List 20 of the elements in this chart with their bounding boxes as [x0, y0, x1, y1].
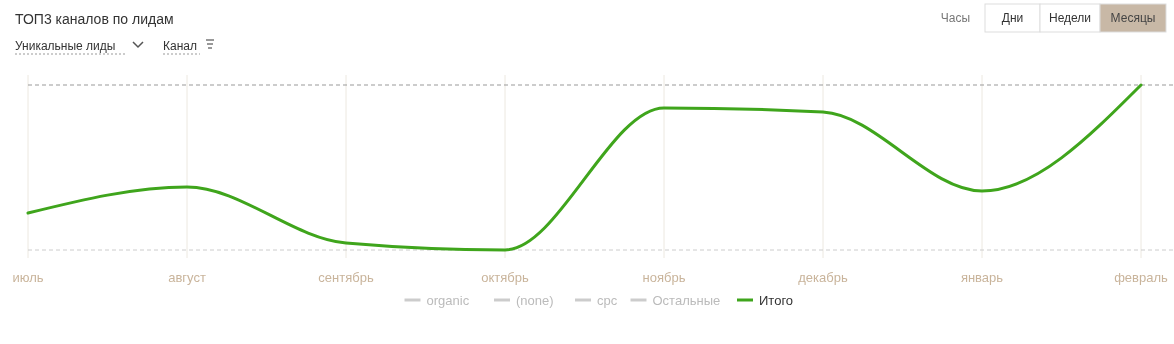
x-tick-label: сентябрь [318, 270, 374, 285]
legend-label: cpc [597, 293, 618, 308]
x-tick-label: январь [960, 270, 1004, 285]
x-tick-label: октябрь [481, 270, 529, 285]
text: Уникальные лиды [15, 39, 116, 53]
text: Недели [1048, 11, 1092, 25]
legend-label: Итого [759, 293, 794, 308]
legend-label: organic [426, 293, 470, 308]
text: Канал [163, 39, 197, 53]
x-tick-label: февраль [1114, 270, 1169, 285]
x-tick-label: декабрь [798, 270, 848, 285]
x-tick-label: ноябрь [642, 270, 686, 285]
text: Дни [1001, 11, 1024, 25]
chart-title: ТОП3 каналов по лидам [15, 11, 174, 27]
text: Часы [940, 11, 970, 25]
text: Месяцы [1110, 11, 1156, 25]
legend-label: Остальные [652, 293, 721, 308]
legend-label: (none) [516, 293, 554, 308]
x-tick-label: июль [12, 270, 44, 285]
x-tick-label: август [168, 270, 206, 285]
